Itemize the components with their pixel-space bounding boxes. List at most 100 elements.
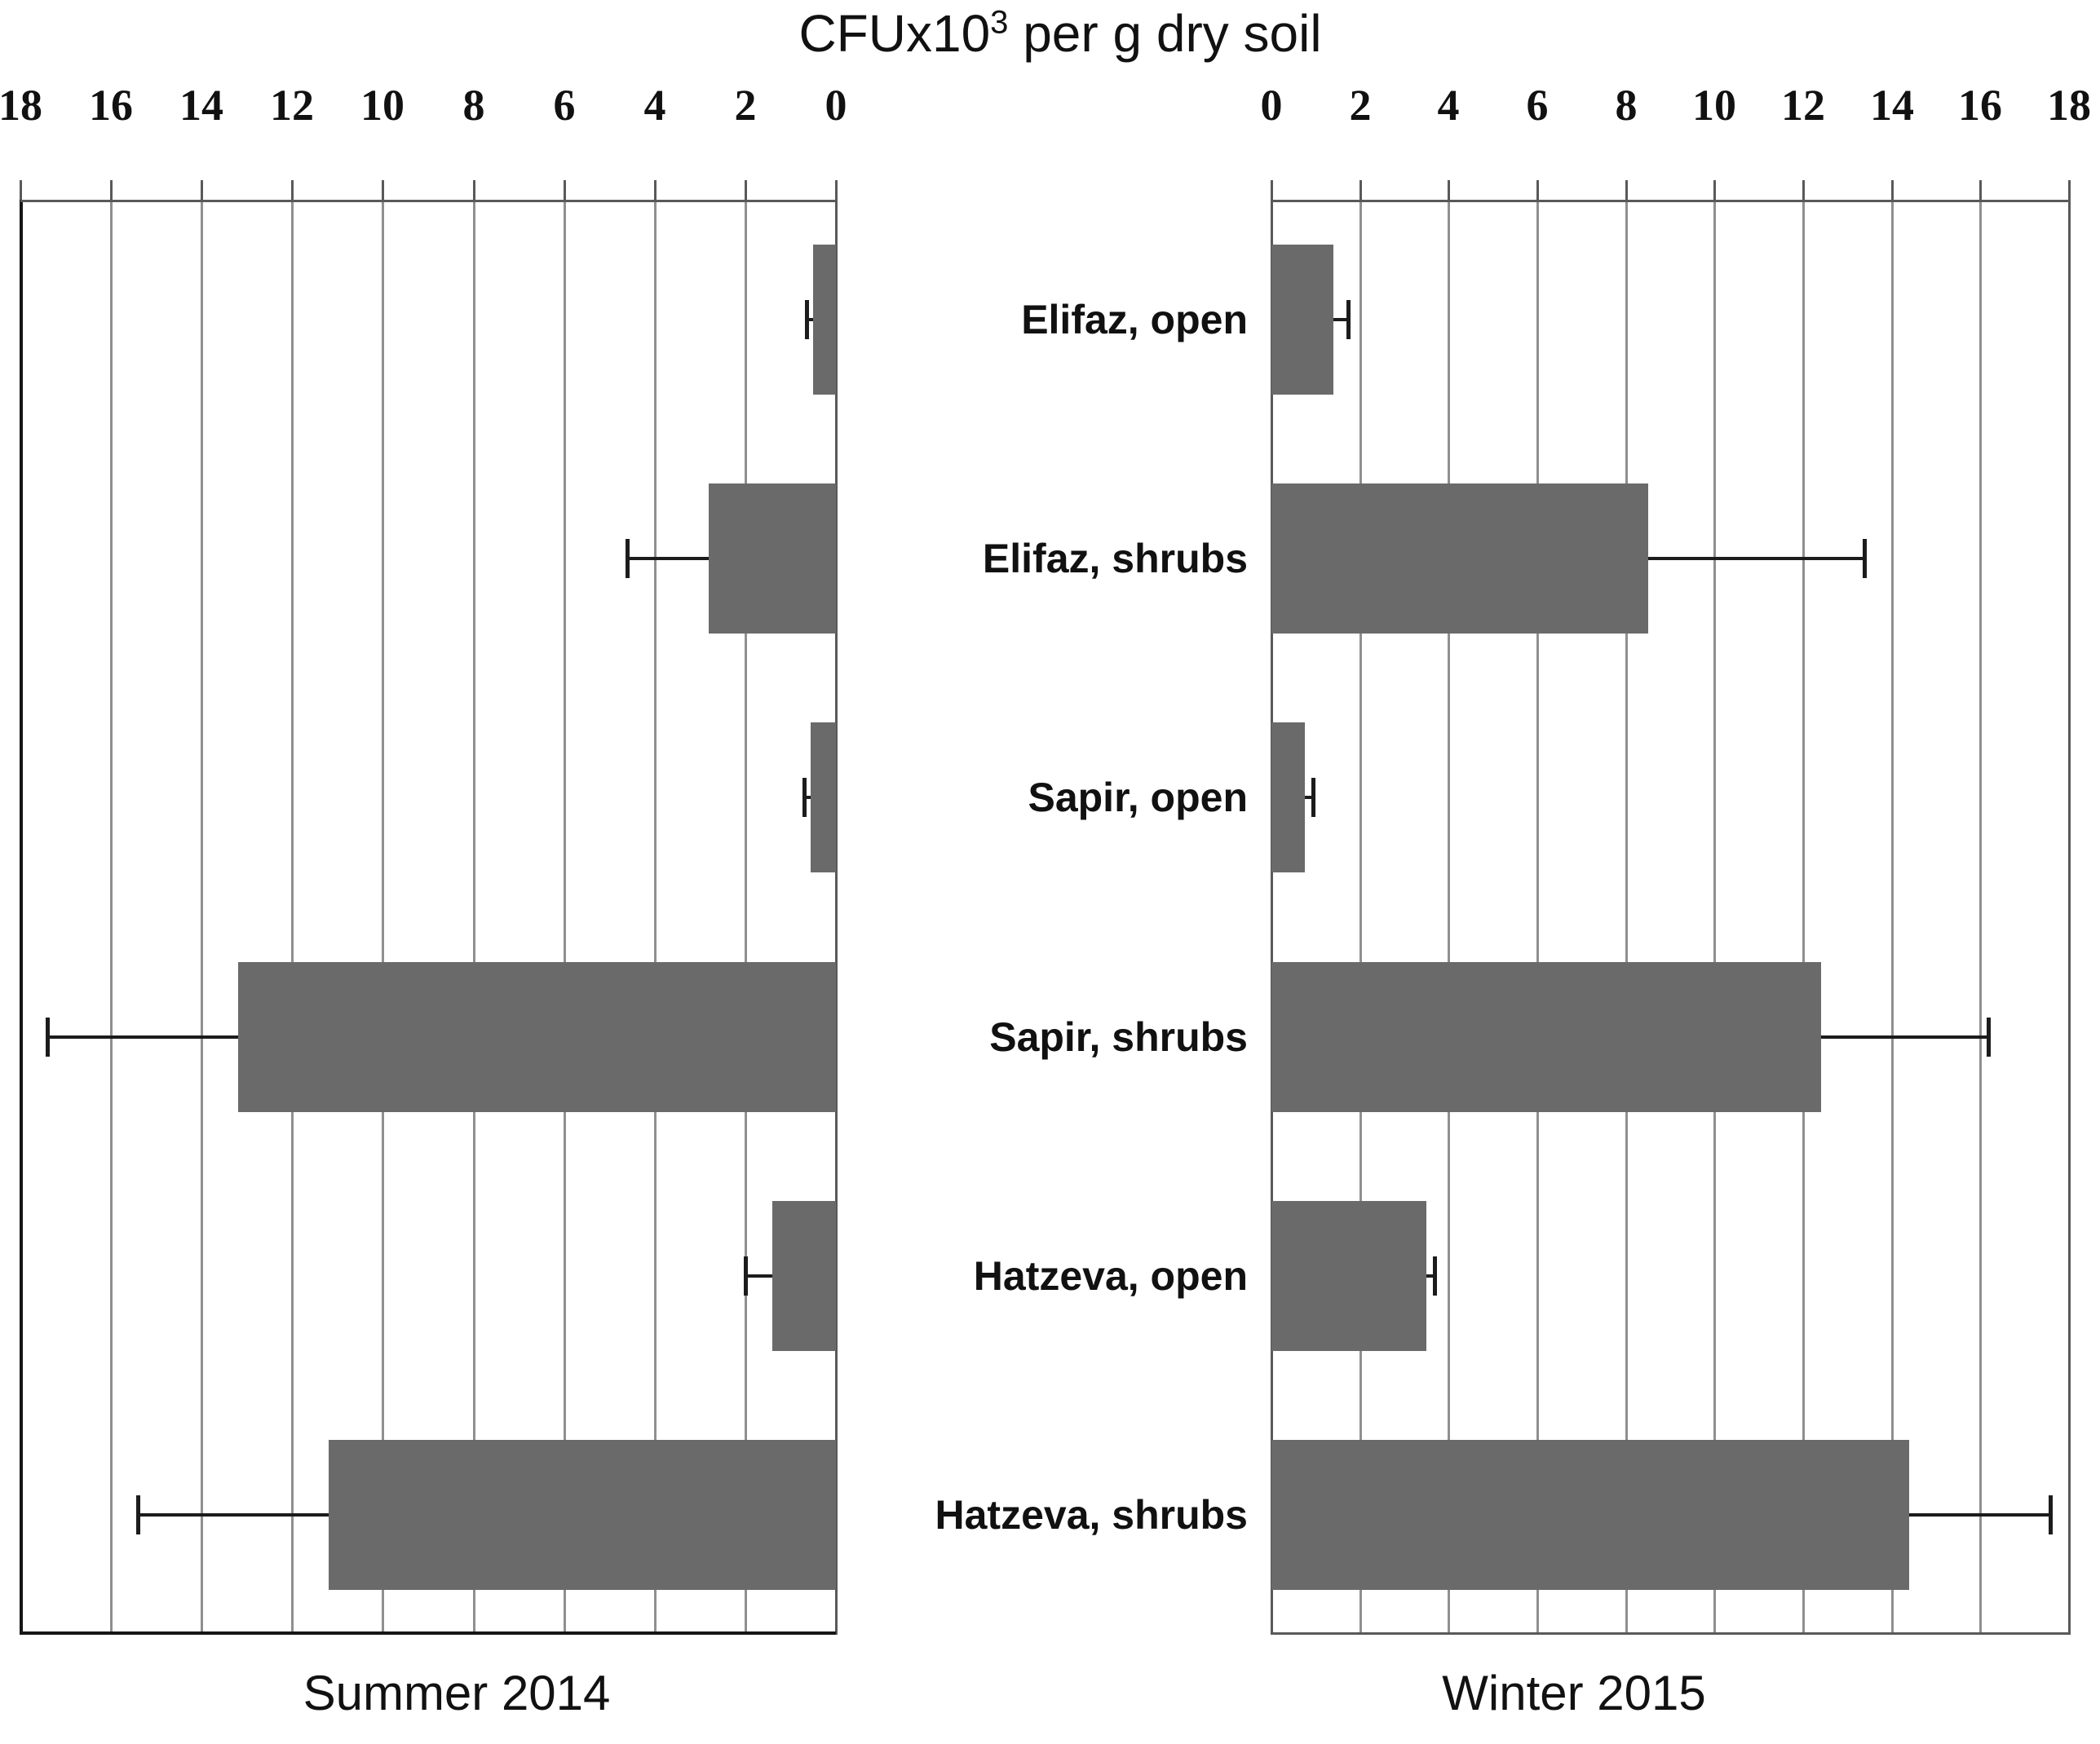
plot-top-border — [20, 200, 836, 202]
error-bar-line — [138, 1513, 329, 1517]
winter-bar — [1271, 245, 1333, 395]
error-bar-line — [745, 1274, 772, 1278]
error-bar-cap — [626, 539, 630, 578]
chart-title-units: per g dry soil — [1008, 4, 1322, 63]
axis-tick-mark — [1448, 180, 1450, 200]
gridline — [201, 200, 203, 1635]
category-label: Elifaz, shrubs — [982, 536, 1248, 581]
axis-tick-mark — [564, 180, 566, 200]
category-label: Sapir, shrubs — [989, 1014, 1248, 1060]
summer-bar — [811, 722, 836, 872]
gridline — [1979, 200, 1982, 1635]
error-bar-line — [807, 318, 813, 321]
axis-tick-mark — [291, 180, 294, 200]
gridline — [1625, 200, 1628, 1635]
axis-tick-label: 16 — [89, 81, 133, 130]
summer-bar — [238, 962, 836, 1112]
axis-tick-mark — [654, 180, 657, 200]
axis-tick-label: 0 — [1260, 81, 1283, 130]
axis-tick-label: 4 — [643, 81, 666, 130]
summer-plot-area — [20, 200, 838, 1635]
axis-tick-mark — [110, 180, 113, 200]
gridline — [654, 200, 657, 1635]
axis-tick-mark — [1536, 180, 1539, 200]
gridline — [473, 200, 475, 1635]
gridline — [1359, 200, 1362, 1635]
gridline — [745, 200, 747, 1635]
error-bar-line — [47, 1035, 238, 1039]
axis-tick-mark — [835, 180, 838, 200]
error-bar-line — [1648, 557, 1865, 560]
error-bar-cap — [805, 300, 809, 339]
summer-bar — [772, 1201, 836, 1351]
gridline — [291, 200, 294, 1635]
axis-tick-mark — [473, 180, 475, 200]
error-bar-cap — [802, 778, 807, 817]
axis-tick-mark — [1979, 180, 1982, 200]
plot-bottom-border — [1271, 1632, 2069, 1635]
gridline — [382, 200, 384, 1635]
error-bar-line — [1821, 1035, 1989, 1039]
axis-tick-mark — [382, 180, 384, 200]
gridline — [1536, 200, 1539, 1635]
axis-tick-label: 18 — [2047, 81, 2091, 130]
winter-bar — [1271, 483, 1648, 634]
summer-bar — [709, 483, 836, 634]
error-bar-line — [1333, 318, 1349, 321]
axis-tick-label: 12 — [270, 81, 314, 130]
winter-bar — [1271, 1201, 1426, 1351]
axis-tick-label: 0 — [825, 81, 847, 130]
gridline — [2068, 200, 2071, 1635]
error-bar-cap — [1346, 300, 1351, 339]
axis-tick-label: 16 — [1958, 81, 2002, 130]
axis-tick-mark — [201, 180, 203, 200]
gridline — [1802, 200, 1805, 1635]
axis-tick-label: 4 — [1437, 81, 1460, 130]
gridline — [1891, 200, 1894, 1635]
category-label: Sapir, open — [1028, 775, 1248, 820]
axis-tick-mark — [1359, 180, 1362, 200]
axis-tick-label: 18 — [0, 81, 42, 130]
error-bar-cap — [136, 1495, 140, 1534]
summer-bar — [813, 245, 836, 395]
axis-tick-mark — [1802, 180, 1805, 200]
axis-tick-mark — [20, 180, 22, 200]
category-label: Elifaz, open — [1021, 297, 1248, 342]
error-bar-cap — [744, 1256, 748, 1296]
axis-tick-label: 2 — [1349, 81, 1372, 130]
error-bar-cap — [1987, 1018, 1991, 1057]
error-bar-cap — [1433, 1256, 1437, 1296]
gridline — [110, 200, 113, 1635]
axis-tick-label: 6 — [553, 81, 576, 130]
error-bar-line — [1909, 1513, 2051, 1517]
error-bar-cap — [1863, 539, 1867, 578]
gridline — [1713, 200, 1716, 1635]
summer-bar — [329, 1440, 836, 1590]
winter-bar — [1271, 962, 1821, 1112]
category-label: Hatzeva, shrubs — [935, 1492, 1248, 1538]
axis-tick-mark — [745, 180, 747, 200]
axis-tick-label: 14 — [179, 81, 223, 130]
axis-tick-mark — [1625, 180, 1628, 200]
axis-tick-mark — [1891, 180, 1894, 200]
winter-bar — [1271, 1440, 1909, 1590]
chart-title-text: CFUx10 — [798, 4, 991, 63]
axis-tick-mark — [1713, 180, 1716, 200]
winter-caption: Winter 2015 — [1442, 1666, 1706, 1720]
winter-plot-area — [1271, 200, 2071, 1635]
error-bar-cap — [2049, 1495, 2053, 1534]
axis-tick-label: 14 — [1870, 81, 1914, 130]
axis-tick-label: 6 — [1526, 81, 1549, 130]
axis-tick-label: 10 — [1692, 81, 1736, 130]
axis-tick-label: 2 — [734, 81, 757, 130]
axis-tick-mark — [1271, 180, 1273, 200]
error-bar-line — [804, 796, 811, 799]
error-bar-line — [1426, 1274, 1435, 1278]
axis-tick-label: 10 — [360, 81, 405, 130]
gridline — [1271, 200, 1273, 1635]
axis-tick-label: 8 — [1615, 81, 1638, 130]
category-label: Hatzeva, open — [973, 1253, 1248, 1299]
error-bar-cap — [1311, 778, 1315, 817]
error-bar-line — [627, 557, 709, 560]
error-bar-cap — [46, 1018, 50, 1057]
